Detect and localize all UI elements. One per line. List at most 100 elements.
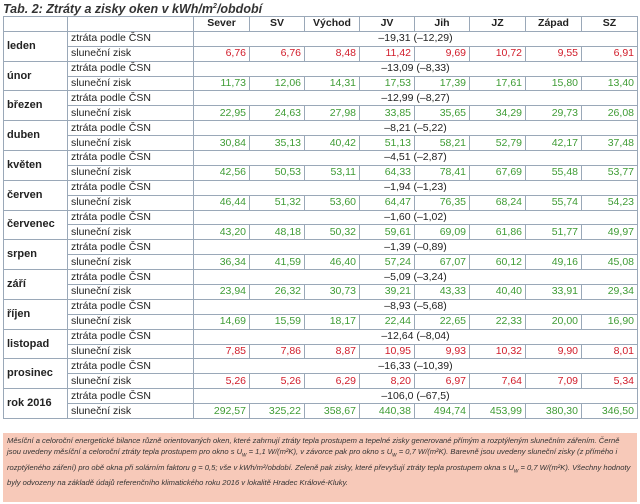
gain-value: 18,17 bbox=[304, 313, 360, 330]
column-header: SV bbox=[249, 16, 305, 32]
gain-value: 37,48 bbox=[581, 135, 638, 152]
gain-value: 16,90 bbox=[581, 313, 638, 330]
column-header: Sever bbox=[193, 16, 250, 32]
gain-value: 41,59 bbox=[249, 254, 305, 271]
row-label-loss: ztráta podle ČSN bbox=[67, 239, 194, 256]
gain-value: 55,74 bbox=[525, 194, 582, 211]
column-header: Jih bbox=[414, 16, 470, 32]
loss-row: únor ztráta podle ČSN –13,09 (–8,33) bbox=[3, 60, 638, 92]
gain-value: 346,50 bbox=[581, 403, 638, 420]
row-label-loss: ztráta podle ČSN bbox=[67, 328, 194, 345]
loss-value: –12,64 (–8,04) bbox=[193, 328, 638, 345]
gain-value: 58,21 bbox=[414, 135, 470, 152]
gain-value: 42,56 bbox=[193, 164, 250, 181]
gain-row: sluneční zisk 46,44 51,32 53,60 64,47 76,35 68… bbox=[4, 194, 638, 211]
month-label: březen bbox=[3, 90, 68, 122]
row-label-loss: ztráta podle ČSN bbox=[67, 388, 194, 405]
gain-value: 49,97 bbox=[581, 224, 638, 241]
losses-gains-table: Sever SV Východ JV Jih JZ Západ SZ leden ztráta … bbox=[3, 16, 638, 420]
loss-value: –4,51 (–2,87) bbox=[193, 150, 638, 166]
row-label-loss: ztráta podle ČSN bbox=[67, 358, 194, 375]
gain-value: 9,69 bbox=[414, 45, 470, 62]
gain-row: sluneční zisk 23,94 26,32 30,73 39,21 43,33 40… bbox=[4, 284, 638, 300]
gain-value: 7,64 bbox=[469, 373, 526, 390]
gain-value: 36,34 bbox=[193, 254, 250, 271]
gain-value: 40,40 bbox=[469, 284, 526, 300]
gain-value: 67,07 bbox=[414, 254, 470, 271]
footnote: Měsíční a celoroční energetické bilance … bbox=[3, 433, 637, 502]
gain-value: 42,17 bbox=[525, 135, 582, 152]
month-label: červen bbox=[3, 179, 68, 211]
column-header: Východ bbox=[304, 16, 360, 32]
loss-row: červen ztráta podle ČSN –1,94 (–1,23) bbox=[3, 179, 638, 211]
row-label-gain: sluneční zisk bbox=[67, 373, 194, 390]
loss-row: srpen ztráta podle ČSN –1,39 (–0,89) bbox=[3, 239, 638, 271]
row-label-loss: ztráta podle ČSN bbox=[67, 120, 194, 137]
loss-value: –5,09 (–3,24) bbox=[193, 269, 638, 286]
gain-row: sluneční zisk 11,73 12,06 14,31 17,53 17,39 17… bbox=[4, 75, 638, 92]
gain-value: 64,33 bbox=[359, 164, 415, 181]
gain-value: 8,01 bbox=[581, 343, 638, 360]
gain-value: 51,77 bbox=[525, 224, 582, 241]
gain-row: sluneční zisk 7,85 7,86 8,87 10,95 9,93 10,32 9… bbox=[4, 343, 638, 360]
row-label-gain: sluneční zisk bbox=[67, 164, 194, 181]
month-label: červenec bbox=[3, 209, 68, 241]
gain-value: 29,34 bbox=[581, 284, 638, 300]
row-label-loss: ztráta podle ČSN bbox=[67, 209, 194, 226]
loss-row: duben ztráta podle ČSN –8,21 (–5,22) bbox=[3, 120, 638, 152]
column-header bbox=[3, 16, 68, 32]
loss-value: –8,93 (–5,68) bbox=[193, 298, 638, 315]
loss-row: rok 2016 ztráta podle ČSN –106,0 (–67,5) bbox=[3, 388, 638, 420]
gain-value: 46,44 bbox=[193, 194, 250, 211]
table-body: leden ztráta podle ČSN –19,31 (–12,29) slun… bbox=[3, 30, 638, 420]
loss-value: –16,33 (–10,39) bbox=[193, 358, 638, 375]
gain-row: sluneční zisk 36,34 41,59 46,40 57,24 67,07 60… bbox=[4, 254, 638, 271]
header-row: Sever SV Východ JV Jih JZ Západ SZ bbox=[3, 16, 638, 32]
gain-value: 59,61 bbox=[359, 224, 415, 241]
gain-value: 45,08 bbox=[581, 254, 638, 271]
loss-value: –1,60 (–1,02) bbox=[193, 209, 638, 226]
gain-value: 22,95 bbox=[193, 105, 250, 122]
row-label-loss: ztráta podle ČSN bbox=[67, 298, 194, 315]
row-label-gain: sluneční zisk bbox=[67, 254, 194, 271]
row-label-loss: ztráta podle ČSN bbox=[67, 179, 194, 196]
gain-value: 440,38 bbox=[359, 403, 415, 420]
month-label: listopad bbox=[3, 328, 68, 360]
gain-value: 51,13 bbox=[359, 135, 415, 152]
gain-value: 35,65 bbox=[414, 105, 470, 122]
gain-value: 26,32 bbox=[249, 284, 305, 300]
gain-row: sluneční zisk 14,69 15,59 18,17 22,44 22,65 22… bbox=[4, 313, 638, 330]
gain-value: 7,86 bbox=[249, 343, 305, 360]
gain-value: 17,53 bbox=[359, 75, 415, 92]
gain-value: 10,32 bbox=[469, 343, 526, 360]
gain-row: sluneční zisk 43,20 48,18 50,32 59,61 69,09 61… bbox=[4, 224, 638, 241]
gain-row: sluneční zisk 42,56 50,53 53,11 64,33 78,41 67… bbox=[4, 164, 638, 181]
gain-value: 52,79 bbox=[469, 135, 526, 152]
gain-value: 5,34 bbox=[581, 373, 638, 390]
gain-value: 9,55 bbox=[525, 45, 582, 62]
gain-value: 494,74 bbox=[414, 403, 470, 420]
gain-value: 325,22 bbox=[249, 403, 305, 420]
gain-value: 6,76 bbox=[193, 45, 250, 62]
loss-value: –106,0 (–67,5) bbox=[193, 388, 638, 405]
row-label-gain: sluneční zisk bbox=[67, 284, 194, 300]
gain-row: sluneční zisk 5,26 5,26 6,29 8,20 6,97 7,64 7,0… bbox=[4, 373, 638, 390]
gain-value: 40,42 bbox=[304, 135, 360, 152]
row-label-loss: ztráta podle ČSN bbox=[67, 269, 194, 286]
month-label: prosinec bbox=[3, 358, 68, 390]
loss-row: květen ztráta podle ČSN –4,51 (–2,87) bbox=[3, 150, 638, 181]
gain-value: 43,20 bbox=[193, 224, 250, 241]
gain-value: 39,21 bbox=[359, 284, 415, 300]
row-label-gain: sluneční zisk bbox=[67, 343, 194, 360]
gain-value: 358,67 bbox=[304, 403, 360, 420]
gain-value: 24,63 bbox=[249, 105, 305, 122]
gain-value: 35,13 bbox=[249, 135, 305, 152]
gain-value: 5,26 bbox=[249, 373, 305, 390]
gain-value: 10,95 bbox=[359, 343, 415, 360]
gain-value: 30,73 bbox=[304, 284, 360, 300]
month-label: duben bbox=[3, 120, 68, 152]
gain-value: 61,86 bbox=[469, 224, 526, 241]
month-label: říjen bbox=[3, 298, 68, 330]
gain-value: 10,72 bbox=[469, 45, 526, 62]
column-header: Západ bbox=[525, 16, 582, 32]
